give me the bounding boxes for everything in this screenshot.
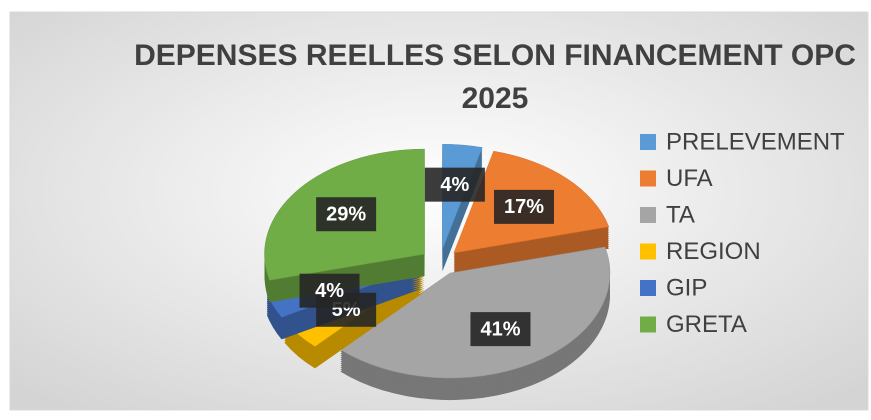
legend-swatch — [640, 243, 656, 260]
legend-label: GIP — [666, 274, 707, 301]
legend-swatch — [640, 280, 656, 296]
data-label: 29% — [326, 203, 366, 225]
data-label-box — [316, 197, 377, 232]
data-label-box — [494, 189, 555, 224]
legend-label: TA — [666, 201, 695, 228]
data-label: 17% — [504, 196, 544, 218]
legend-label: GRETA — [666, 311, 747, 338]
legend-label: UFA — [666, 165, 713, 192]
legend-label: REGION — [666, 238, 761, 265]
legend-swatch — [640, 134, 656, 150]
legend-swatch — [640, 170, 656, 187]
chart-title: DEPENSES REELLES SELON FINANCEMENT OPC 20… — [134, 39, 856, 115]
data-label: 41% — [480, 318, 520, 340]
data-label: 4% — [315, 280, 344, 302]
data-label: 4% — [440, 174, 469, 196]
data-label-box — [470, 312, 531, 347]
legend-swatch — [640, 316, 656, 333]
legend-swatch — [640, 207, 656, 223]
data-label-box — [424, 167, 485, 202]
data-label-box — [299, 273, 360, 308]
legend-label: PRELEVEMENT — [666, 128, 845, 155]
